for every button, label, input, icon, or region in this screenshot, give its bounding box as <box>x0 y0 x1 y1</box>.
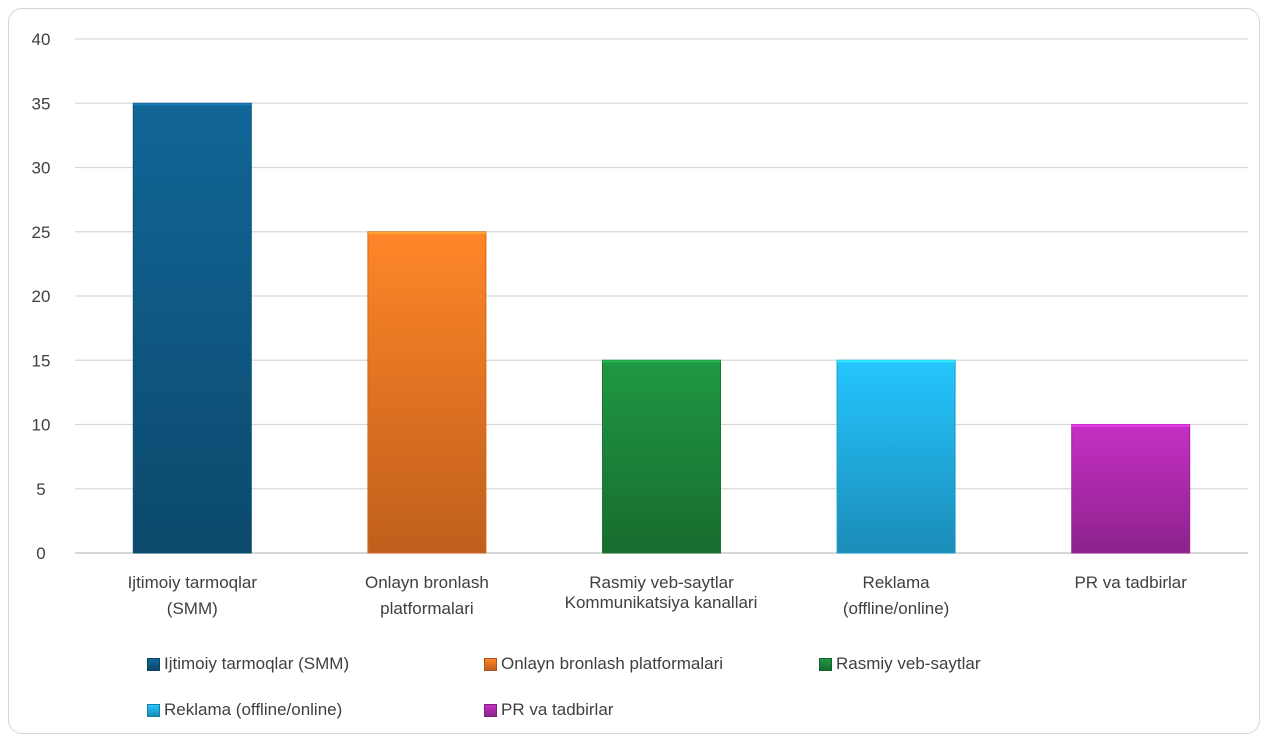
legend-item: Reklama (offline/online) <box>147 700 342 720</box>
legend-label: Rasmiy veb-saytlar <box>836 654 981 673</box>
y-tick-label: 10 <box>32 416 51 435</box>
x-category-label: Reklama (offline/online) <box>843 573 949 618</box>
y-tick-label: 35 <box>32 94 51 113</box>
bar-4 <box>836 359 956 554</box>
legend-item: Onlayn bronlash platformalari <box>484 654 723 674</box>
gridlines <box>75 38 1248 554</box>
y-tick-label: 0 <box>36 544 45 563</box>
legend-swatch <box>819 657 832 671</box>
x-category-label: Ijtimoiy tarmoqlar (SMM) <box>128 573 258 618</box>
legend-swatch <box>147 657 160 671</box>
y-tick-label: 5 <box>36 480 45 499</box>
legend-label: PR va tadbirlar <box>501 700 614 719</box>
bar-3 <box>602 359 721 554</box>
legend-swatch <box>484 657 497 671</box>
legend-label: Onlayn bronlash platformalari <box>501 654 724 673</box>
y-tick-label: 15 <box>32 351 51 370</box>
bar-5 <box>1071 424 1191 554</box>
legend-swatch <box>484 703 497 717</box>
legend-label: Ijtimoiy tarmoqlar (SMM) <box>164 654 350 673</box>
y-tick-label: 20 <box>32 287 51 306</box>
y-axis-ticks: 0 5 10 15 20 25 30 35 40 <box>32 30 51 563</box>
legend-swatch <box>147 703 160 717</box>
y-tick-label: 25 <box>32 223 51 242</box>
y-tick-label: 40 <box>32 30 51 49</box>
legend-item: Rasmiy veb-saytlar <box>819 654 981 674</box>
legend-label: Reklama (offline/online) <box>164 700 343 719</box>
x-category-label: PR va tadbirlar <box>1074 573 1187 592</box>
y-tick-label: 30 <box>32 159 51 178</box>
x-axis-title: Kommunikatsiya kanallari <box>565 593 758 612</box>
bars <box>132 102 1191 554</box>
legend-item: PR va tadbirlar <box>484 700 613 720</box>
bar-1 <box>132 102 252 554</box>
legend-item: Ijtimoiy tarmoqlar (SMM) <box>147 654 349 674</box>
x-category-label: Onlayn bronlash platformalari <box>365 573 489 618</box>
bar-2 <box>367 231 487 554</box>
x-axis-categories: Ijtimoiy tarmoqlar (SMM) Onlayn bronlash pl… <box>128 573 1188 618</box>
x-category-label: Rasmiy veb-saytlar <box>589 573 734 592</box>
